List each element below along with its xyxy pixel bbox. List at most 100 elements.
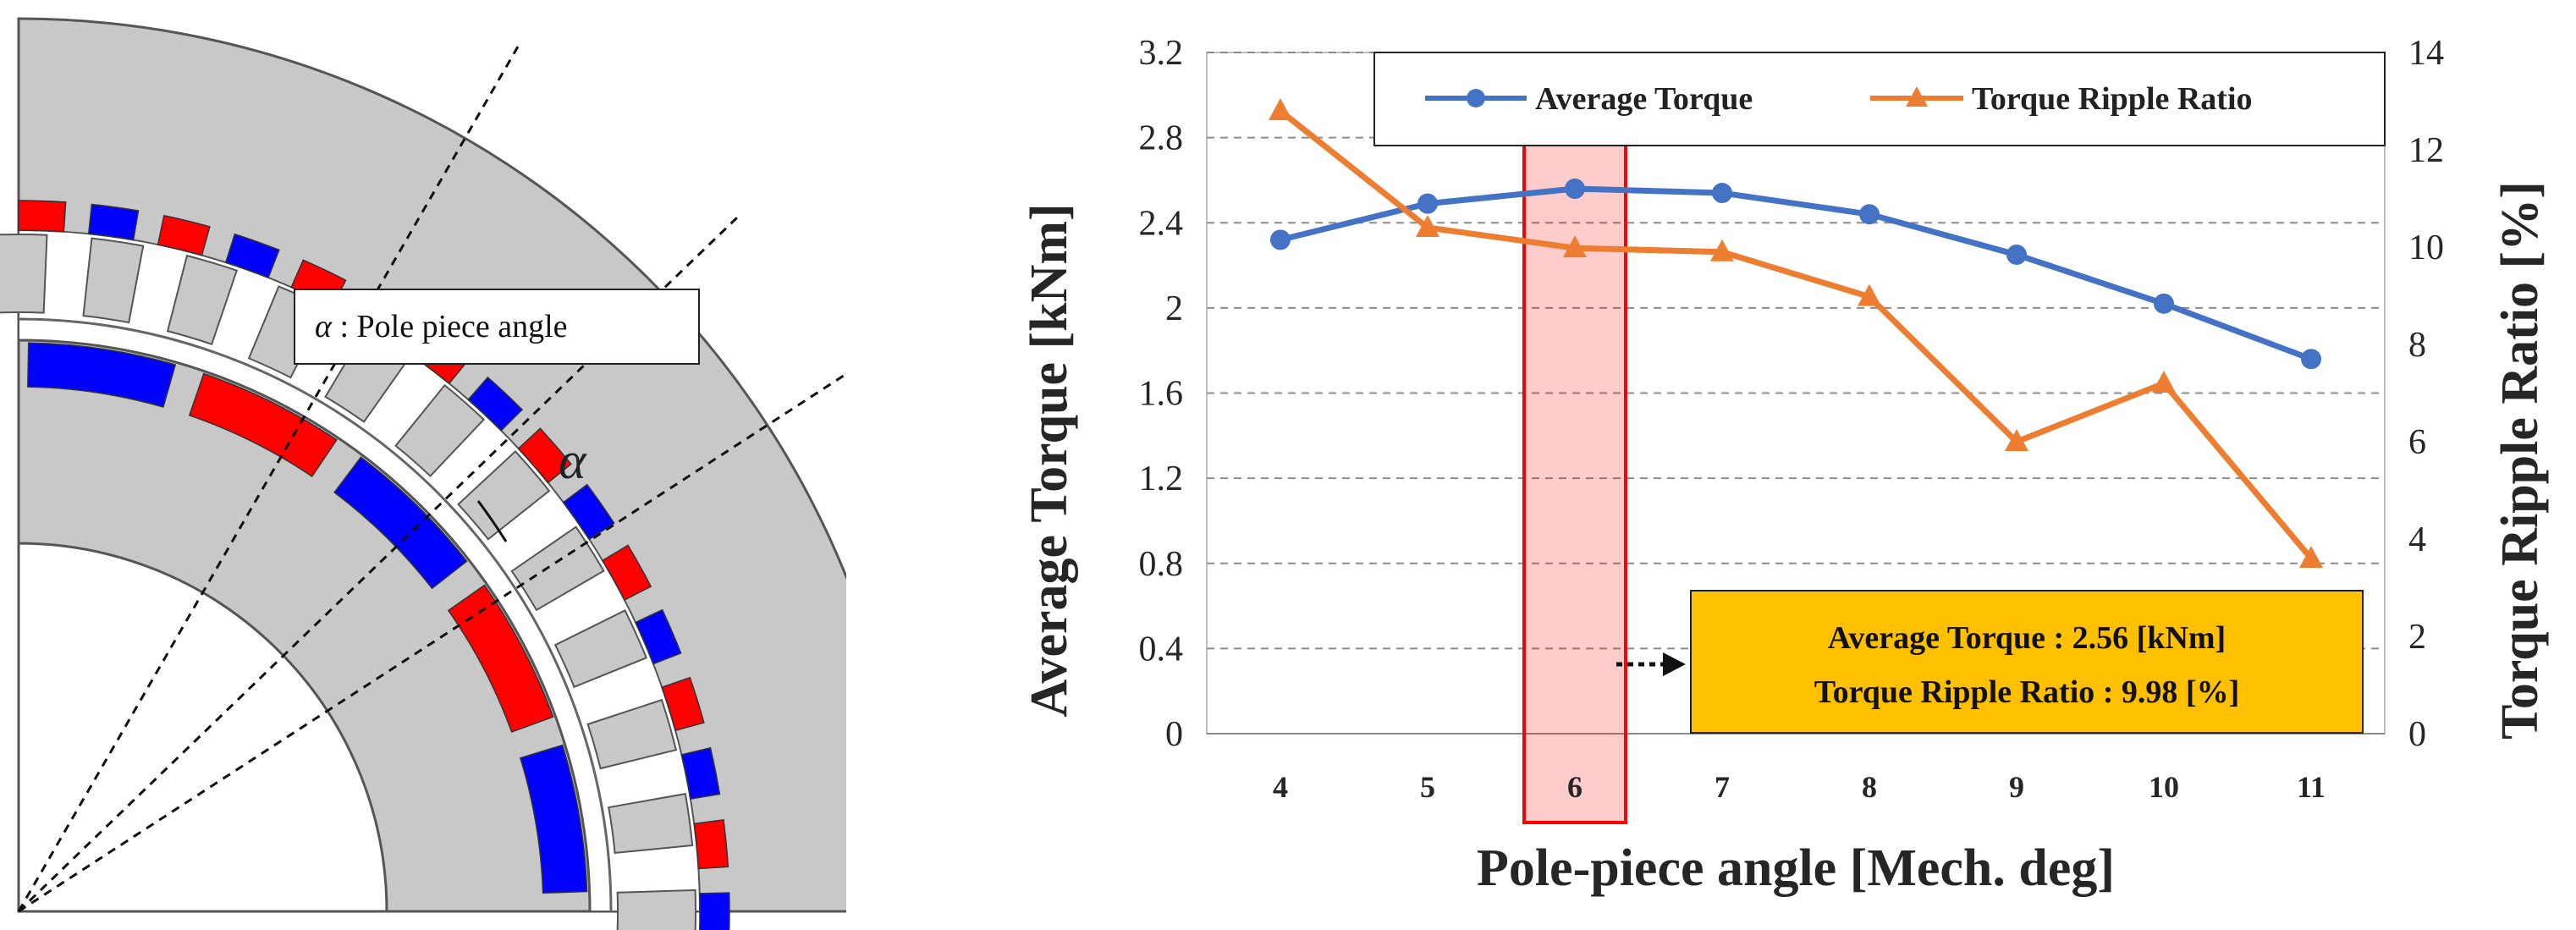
y-axis-right-title: Torque Ripple Ratio [%] <box>2491 181 2549 740</box>
y2-tick-label: 8 <box>2408 326 2426 365</box>
outer-magnet <box>562 483 615 541</box>
x-tick-label: 9 <box>2009 770 2024 804</box>
outer-magnet <box>18 200 67 233</box>
x-tick-label: 8 <box>1862 770 1877 804</box>
outer-magnet <box>680 746 721 801</box>
x-tick-label: 10 <box>2149 770 2179 804</box>
inner-magnet <box>333 456 468 590</box>
y-axis-right-ticks: 0 2 4 6 8 10 12 14 <box>2408 34 2444 754</box>
legend-ripple-label: Torque Ripple Ratio <box>1972 81 2253 117</box>
data-point <box>1270 229 1291 250</box>
outer-magnet <box>601 544 652 602</box>
outer-magnet <box>693 818 729 870</box>
pole-piece <box>608 792 694 855</box>
data-point <box>1712 183 1732 204</box>
x-tick-label: 7 <box>1715 770 1730 804</box>
y-tick-label: 2.8 <box>1139 119 1184 158</box>
y-tick-label: 1.6 <box>1139 375 1184 414</box>
data-point <box>2005 429 2028 451</box>
pole-piece <box>82 237 145 324</box>
data-point <box>1416 215 1439 237</box>
inner-magnets <box>27 342 588 894</box>
series-line <box>1280 185 2313 362</box>
legend: Average Torque Torque Ripple Ratio <box>1373 52 2386 146</box>
outer-magnet <box>517 427 572 484</box>
pole-piece <box>166 254 239 346</box>
pole-pieces <box>0 234 696 930</box>
inner-magnet <box>188 372 338 478</box>
pole-piece <box>616 889 696 930</box>
outer-magnet <box>157 214 211 256</box>
series-line <box>1278 108 2314 561</box>
y-tick-label: 0.8 <box>1139 545 1184 584</box>
outer-magnet <box>661 676 705 732</box>
series-torque-ripple <box>1269 98 2323 568</box>
x-tick-label: 5 <box>1420 770 1435 804</box>
y-tick-label: 2 <box>1165 289 1183 328</box>
outer-magnet <box>698 892 730 930</box>
y2-tick-label: 14 <box>2408 34 2444 73</box>
pole-piece-angle-label: α : Pole piece angle <box>315 309 568 344</box>
inner-magnet <box>519 744 588 894</box>
legend-torque-label: Average Torque <box>1535 81 1753 117</box>
outer-magnet <box>87 203 140 241</box>
y2-tick-label: 4 <box>2408 520 2426 559</box>
y-tick-label: 2.4 <box>1139 204 1184 243</box>
magnetic-gear-diagram: α α : Pole piece angle <box>0 17 846 930</box>
x-axis-title: Pole-piece angle [Mech. deg] <box>1477 839 2115 897</box>
annotation: Average Torque : 2.56 [kNm] Torque Rippl… <box>1616 590 2364 734</box>
inner-magnet <box>447 584 554 733</box>
x-tick-label: 4 <box>1273 770 1288 804</box>
y-axis-left-ticks: 0 0.4 0.8 1.2 1.6 2 2.4 2.8 3.2 <box>1139 34 1184 754</box>
shaft <box>17 542 388 913</box>
y2-tick-label: 12 <box>2408 131 2444 170</box>
legend-ripple-marker <box>1906 86 1928 107</box>
pole-piece <box>457 450 551 541</box>
x-tick-label: 6 <box>1567 770 1582 804</box>
data-point <box>2152 371 2176 393</box>
data-point <box>1858 283 1881 306</box>
alpha-symbol: α <box>559 432 587 490</box>
outer-magnet <box>634 608 682 665</box>
data-point <box>1563 235 1587 258</box>
pole-piece <box>553 608 648 689</box>
data-point <box>2154 293 2174 314</box>
inner-rotor-edge <box>18 317 613 912</box>
pole-piece <box>0 234 48 314</box>
y-tick-label: 0.4 <box>1139 630 1184 669</box>
legend-torque-marker <box>1467 89 1485 107</box>
data-point <box>1269 98 1292 120</box>
alpha-arc <box>476 500 508 542</box>
pole-piece <box>586 698 678 770</box>
data-point <box>1710 239 1734 261</box>
y2-tick-label: 10 <box>2408 228 2444 267</box>
x-tick-label: 11 <box>2297 770 2326 804</box>
annotation-box <box>1690 590 2364 734</box>
x-axis-ticks: 4 5 6 7 8 9 10 11 <box>1273 770 2326 804</box>
annotation-line-1: Average Torque : 2.56 [kNm] <box>1828 620 2226 656</box>
label-alpha: α <box>315 309 333 344</box>
label-box <box>294 289 700 365</box>
data-point <box>2006 244 2027 265</box>
inner-magnet <box>27 342 177 408</box>
outer-magnet <box>467 376 524 432</box>
data-point <box>2299 546 2323 568</box>
annotation-arrowhead <box>1663 652 1686 676</box>
y-tick-label: 3.2 <box>1139 34 1184 73</box>
y2-tick-label: 6 <box>2408 423 2426 462</box>
label-text: : Pole piece angle <box>332 309 568 344</box>
chart: 0 0.4 0.8 1.2 1.6 2 2.4 2.8 3.2 0 2 4 6 8 10 12 14 4 5 6 7… <box>1021 34 2549 897</box>
data-point <box>1417 193 1438 214</box>
outer-magnet <box>224 233 280 278</box>
annotation-line-2: Torque Ripple Ratio : 9.98 [%] <box>1814 674 2239 710</box>
pole-piece <box>394 383 486 477</box>
y-tick-label: 1.2 <box>1139 459 1184 498</box>
y2-tick-label: 0 <box>2408 715 2426 754</box>
data-point <box>2301 349 2321 370</box>
data-point <box>1859 204 1880 225</box>
series-average-torque <box>1270 179 2321 370</box>
pole-piece <box>510 526 605 612</box>
data-point <box>1565 179 1585 199</box>
y2-tick-label: 2 <box>2408 618 2426 657</box>
